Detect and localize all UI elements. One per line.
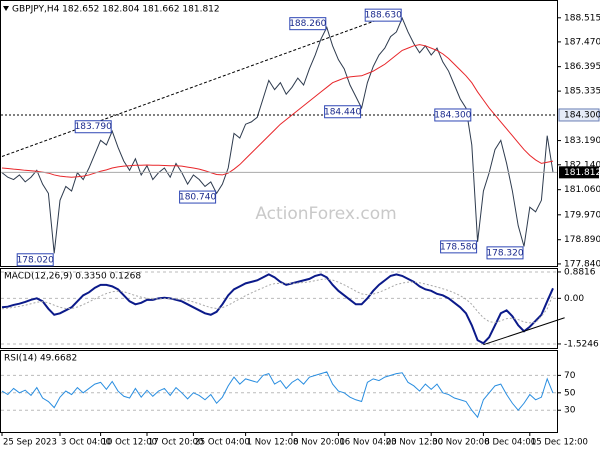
x-tick-label: 25 Oct 04:00 bbox=[194, 438, 249, 448]
macd-line bbox=[1, 273, 554, 345]
macd-panel bbox=[0, 268, 558, 349]
trendline bbox=[1, 14, 391, 157]
annotation-box bbox=[440, 240, 478, 254]
y-tick-label: 186.395 bbox=[564, 62, 600, 72]
annotation-box bbox=[16, 253, 54, 267]
price-line bbox=[1, 16, 554, 254]
x-tick-label: 30 Nov 20:00 bbox=[432, 438, 489, 448]
annotation-label: 188.260 bbox=[289, 19, 326, 29]
annotation-label: 178.580 bbox=[440, 242, 477, 252]
y-tick-label: 0.8816 bbox=[564, 267, 596, 277]
annotation-box bbox=[324, 105, 362, 119]
level-label: 184.300 bbox=[564, 110, 600, 120]
annotation-box bbox=[434, 108, 472, 122]
annotation-label: 188.630 bbox=[365, 11, 402, 21]
symbol-marker bbox=[3, 6, 9, 11]
y-tick-label: 50 bbox=[564, 388, 576, 398]
signal-line bbox=[1, 278, 554, 324]
x-tick-label: 3 Oct 04:00 bbox=[61, 438, 111, 448]
x-tick-label: 8 Nov 20:00 bbox=[293, 438, 345, 448]
moving-average bbox=[1, 44, 554, 178]
x-tick-label: 16 Nov 04:00 bbox=[339, 438, 396, 448]
y-tick-label: 188.515 bbox=[564, 13, 600, 23]
annotation-label: 178.320 bbox=[486, 248, 523, 258]
annotation-box bbox=[289, 17, 327, 31]
watermark: ActionForex.com bbox=[255, 204, 396, 224]
level-label-box bbox=[558, 108, 600, 122]
rsi-panel bbox=[0, 350, 558, 433]
y-tick-label: 0.00 bbox=[564, 294, 584, 304]
y-tick-label: -1.5246 bbox=[564, 339, 599, 349]
rsi-title: RSI(14) 49.6682 bbox=[4, 354, 77, 364]
price-panel bbox=[0, 0, 558, 267]
x-tick-label: 17 Oct 20:00 bbox=[148, 438, 203, 448]
annotation-box bbox=[74, 120, 112, 134]
y-tick-label: 70 bbox=[564, 371, 576, 381]
annotation-box bbox=[364, 8, 402, 22]
rsi-line bbox=[1, 371, 554, 419]
trendline bbox=[483, 317, 565, 346]
last-price-label: 181.812 bbox=[564, 168, 600, 178]
annotation-box bbox=[179, 190, 217, 204]
annotation-label: 184.300 bbox=[434, 110, 471, 120]
x-tick-label: 8 Dec 04:00 bbox=[484, 438, 536, 448]
annotation-label: 184.440 bbox=[324, 107, 361, 117]
x-tick-label: 25 Sep 2023 bbox=[3, 438, 57, 448]
y-tick-label: 182.140 bbox=[564, 160, 600, 170]
annotation-label: 180.740 bbox=[179, 193, 216, 203]
y-tick-label: 185.335 bbox=[564, 87, 600, 97]
last-price-box bbox=[559, 166, 599, 179]
y-tick-label: 181.060 bbox=[564, 185, 600, 195]
x-tick-label: 1 Nov 12:00 bbox=[247, 438, 299, 448]
y-tick-label: 177.840 bbox=[564, 259, 600, 269]
annotation-label: 183.790 bbox=[75, 122, 112, 132]
price-title: GBPJPY,H4 182.652 182.804 181.662 181.81… bbox=[12, 5, 220, 15]
y-tick-label: 183.190 bbox=[564, 136, 600, 146]
annotation-box bbox=[486, 246, 524, 260]
x-tick-label: 15 Dec 12:00 bbox=[531, 438, 588, 448]
x-tick-label: 10 Oct 12:00 bbox=[102, 438, 157, 448]
y-tick-label: 30 bbox=[564, 406, 576, 416]
x-tick-label: 23 Nov 12:00 bbox=[386, 438, 443, 448]
y-tick-label: 179.970 bbox=[564, 210, 600, 220]
y-tick-label: 178.890 bbox=[564, 235, 600, 245]
y-tick-label: 187.470 bbox=[564, 37, 600, 47]
annotation-label: 178.020 bbox=[17, 255, 54, 265]
macd-title: MACD(12,26,9) 0.3350 0.1268 bbox=[4, 272, 141, 282]
